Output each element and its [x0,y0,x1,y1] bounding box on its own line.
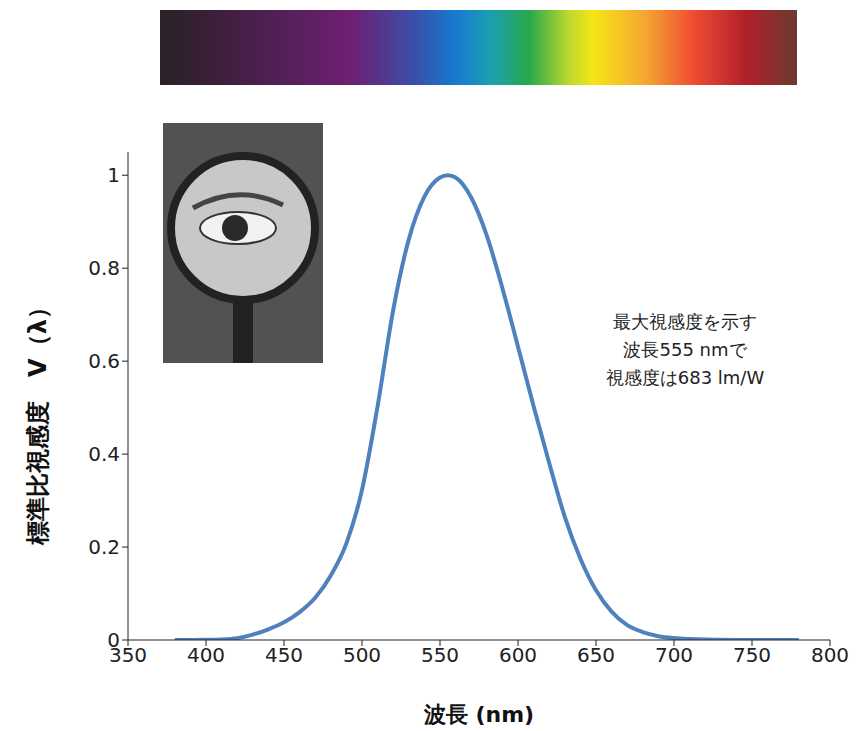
svg-text:0.8: 0.8 [88,256,120,280]
svg-text:0.2: 0.2 [88,535,120,559]
svg-text:1: 1 [107,163,120,187]
svg-text:700: 700 [655,643,693,667]
html-text:標準比視感度 V（λ）: 標準比視感度 V（λ） [24,295,52,545]
svg-text:600: 600 [499,643,537,667]
svg-text:550: 550 [421,643,459,667]
svg-text:0.4: 0.4 [88,442,120,466]
html-text:最大視感度を示す: 最大視感度を示す [613,311,757,332]
svg-text:800: 800 [811,643,849,667]
svg-text:500: 500 [343,643,381,667]
html-text:波長 (nm): 波長 (nm) [423,702,535,727]
html-text:視感度は683 lm/W: 視感度は683 lm/W [605,367,765,388]
svg-text:0: 0 [107,628,120,652]
html-text:波長555 nmで: 波長555 nmで [623,339,747,360]
svg-text:450: 450 [265,643,303,667]
svg-text:750: 750 [733,643,771,667]
svg-text:350: 350 [108,643,148,668]
svg-text:650: 650 [577,643,615,667]
svg-text:400: 400 [187,643,225,667]
svg-text:0.6: 0.6 [88,349,120,373]
